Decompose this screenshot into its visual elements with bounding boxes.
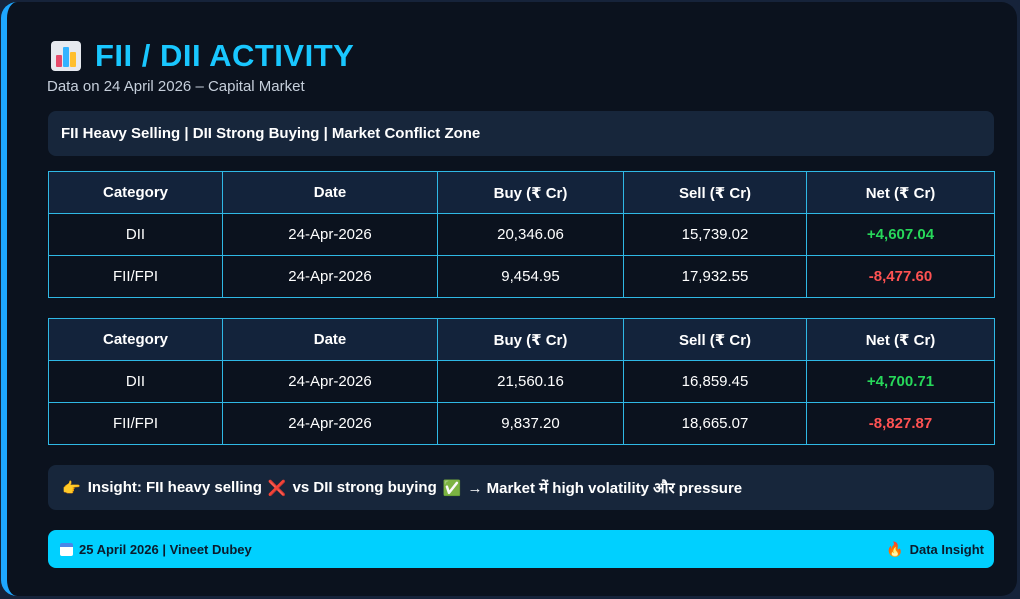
column-header-category: Category [48, 171, 223, 214]
sell-cell: 18,665.07 [623, 402, 807, 445]
pointing-hand-icon: 👉 [62, 479, 81, 497]
category-cell: DII [48, 360, 223, 403]
table-row: DII 24-Apr-2026 20,346.06 15,739.02 +4,6… [48, 213, 995, 256]
insight-suffix: → Market में high volatility और pressure [467, 479, 743, 497]
column-header-date: Date [222, 171, 438, 214]
buy-cell: 20,346.06 [437, 213, 624, 256]
column-header-date: Date [222, 318, 438, 361]
category-cell: DII [48, 213, 223, 256]
page-subtitle: Data on 24 April 2026 – Capital Market [47, 78, 305, 95]
column-header-sell: Sell (₹ Cr) [623, 318, 807, 361]
buy-cell: 9,837.20 [437, 402, 624, 445]
table-row: FII/FPI 24-Apr-2026 9,454.95 17,932.55 -… [48, 255, 995, 298]
insight-middle: vs DII strong buying [292, 479, 437, 496]
table-header-row: Category Date Buy (₹ Cr) Sell (₹ Cr) Net… [48, 318, 995, 361]
column-header-net: Net (₹ Cr) [806, 318, 995, 361]
sell-cell: 15,739.02 [623, 213, 807, 256]
footer-tagline: Data Insight [909, 541, 984, 557]
footer-left: 25 April 2026 | Vineet Dubey [60, 542, 252, 557]
footer-date-author: 25 April 2026 | Vineet Dubey [79, 541, 252, 557]
buy-cell: 21,560.16 [437, 360, 624, 403]
footer-right: 🔥 Data Insight [886, 541, 984, 558]
category-cell: FII/FPI [48, 402, 223, 445]
category-cell: FII/FPI [48, 255, 223, 298]
insight-prefix: Insight: FII heavy selling [87, 479, 262, 496]
activity-table-1: Category Date Buy (₹ Cr) Sell (₹ Cr) Net… [48, 171, 995, 298]
date-cell: 24-Apr-2026 [222, 360, 438, 403]
buy-cell: 9,454.95 [437, 255, 624, 298]
footer-bar: 25 April 2026 | Vineet Dubey 🔥 Data Insi… [48, 530, 994, 568]
net-cell: +4,700.71 [806, 360, 995, 403]
summary-banner: FII Heavy Selling | DII Strong Buying | … [48, 111, 994, 156]
title-row: FII / DII ACTIVITY [51, 38, 354, 74]
date-cell: 24-Apr-2026 [222, 213, 438, 256]
sell-cell: 16,859.45 [623, 360, 807, 403]
bar-chart-icon [51, 41, 81, 71]
insight-box: 👉 Insight: FII heavy selling ❌ vs DII st… [48, 465, 994, 510]
cross-mark-icon: ❌ [267, 479, 287, 497]
table-header-row: Category Date Buy (₹ Cr) Sell (₹ Cr) Net… [48, 171, 995, 214]
column-header-category: Category [48, 318, 223, 361]
column-header-buy: Buy (₹ Cr) [437, 171, 624, 214]
table-row: DII 24-Apr-2026 21,560.16 16,859.45 +4,7… [48, 360, 995, 403]
table-row: FII/FPI 24-Apr-2026 9,837.20 18,665.07 -… [48, 402, 995, 445]
activity-table-2: Category Date Buy (₹ Cr) Sell (₹ Cr) Net… [48, 318, 995, 445]
page-title: FII / DII ACTIVITY [95, 38, 355, 73]
date-cell: 24-Apr-2026 [222, 402, 438, 445]
net-cell: +4,607.04 [806, 213, 995, 256]
net-cell: -8,477.60 [806, 255, 995, 298]
net-cell: -8,827.87 [806, 402, 995, 445]
check-mark-icon: ✅ [442, 479, 462, 497]
column-header-buy: Buy (₹ Cr) [437, 318, 624, 361]
column-header-sell: Sell (₹ Cr) [623, 171, 807, 214]
flame-icon: 🔥 [886, 540, 904, 557]
sell-cell: 17,932.55 [623, 255, 807, 298]
calendar-icon [60, 542, 73, 556]
date-cell: 24-Apr-2026 [222, 255, 438, 298]
column-header-net: Net (₹ Cr) [806, 171, 995, 214]
